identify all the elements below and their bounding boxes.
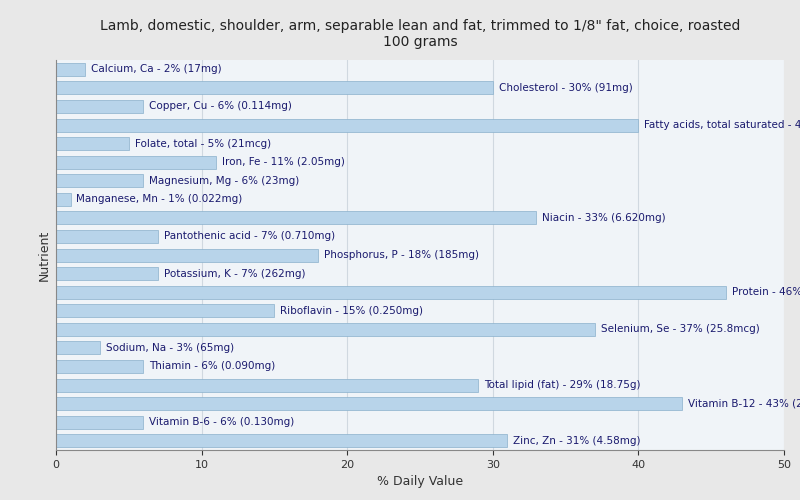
Bar: [56, 118, 638, 132]
Text: Vitamin B-12 - 43% (2.56mcg): Vitamin B-12 - 43% (2.56mcg): [688, 398, 800, 408]
Bar: [56, 82, 493, 94]
Bar: [56, 248, 318, 262]
Text: Sodium, Na - 3% (65mg): Sodium, Na - 3% (65mg): [106, 343, 234, 353]
Text: Magnesium, Mg - 6% (23mg): Magnesium, Mg - 6% (23mg): [149, 176, 299, 186]
Text: Protein - 46% (22.93g): Protein - 46% (22.93g): [731, 287, 800, 297]
Text: Pantothenic acid - 7% (0.710mg): Pantothenic acid - 7% (0.710mg): [164, 232, 335, 241]
Y-axis label: Nutrient: Nutrient: [38, 230, 50, 280]
Bar: [56, 267, 158, 280]
Text: Total lipid (fat) - 29% (18.75g): Total lipid (fat) - 29% (18.75g): [484, 380, 641, 390]
Title: Lamb, domestic, shoulder, arm, separable lean and fat, trimmed to 1/8" fat, choi: Lamb, domestic, shoulder, arm, separable…: [100, 19, 740, 49]
Text: Thiamin - 6% (0.090mg): Thiamin - 6% (0.090mg): [149, 362, 275, 372]
Bar: [56, 212, 537, 224]
Bar: [56, 397, 682, 410]
Bar: [56, 63, 85, 76]
Text: Fatty acids, total saturated - 40% (8.040g): Fatty acids, total saturated - 40% (8.04…: [644, 120, 800, 130]
Text: Niacin - 33% (6.620mg): Niacin - 33% (6.620mg): [542, 213, 666, 223]
Bar: [56, 304, 274, 317]
X-axis label: % Daily Value: % Daily Value: [377, 476, 463, 488]
Bar: [56, 156, 216, 168]
Text: Copper, Cu - 6% (0.114mg): Copper, Cu - 6% (0.114mg): [149, 102, 292, 112]
Text: Iron, Fe - 11% (2.05mg): Iron, Fe - 11% (2.05mg): [222, 157, 345, 167]
Text: Vitamin B-6 - 6% (0.130mg): Vitamin B-6 - 6% (0.130mg): [149, 417, 294, 427]
Text: Folate, total - 5% (21mcg): Folate, total - 5% (21mcg): [134, 138, 270, 148]
Bar: [56, 286, 726, 298]
Bar: [56, 416, 143, 428]
Text: Manganese, Mn - 1% (0.022mg): Manganese, Mn - 1% (0.022mg): [76, 194, 242, 204]
Bar: [56, 137, 129, 150]
Bar: [56, 342, 100, 354]
Bar: [56, 360, 143, 373]
Text: Calcium, Ca - 2% (17mg): Calcium, Ca - 2% (17mg): [91, 64, 222, 74]
Bar: [56, 230, 158, 243]
Bar: [56, 378, 478, 392]
Bar: [56, 193, 70, 206]
Bar: [56, 100, 143, 113]
Bar: [56, 434, 507, 447]
Text: Cholesterol - 30% (91mg): Cholesterol - 30% (91mg): [498, 83, 632, 93]
Text: Selenium, Se - 37% (25.8mcg): Selenium, Se - 37% (25.8mcg): [601, 324, 759, 334]
Bar: [56, 323, 594, 336]
Text: Zinc, Zn - 31% (4.58mg): Zinc, Zn - 31% (4.58mg): [513, 436, 641, 446]
Text: Riboflavin - 15% (0.250mg): Riboflavin - 15% (0.250mg): [280, 306, 423, 316]
Text: Potassium, K - 7% (262mg): Potassium, K - 7% (262mg): [164, 268, 306, 278]
Bar: [56, 174, 143, 187]
Text: Phosphorus, P - 18% (185mg): Phosphorus, P - 18% (185mg): [324, 250, 479, 260]
